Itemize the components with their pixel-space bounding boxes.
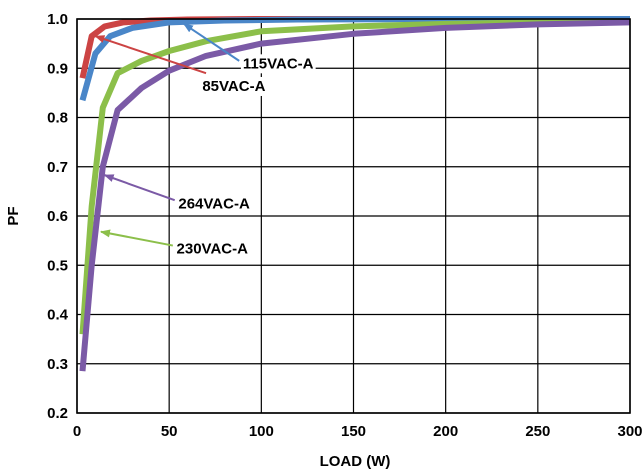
x-tick-label: 100: [249, 423, 274, 440]
y-tick-label: 0.3: [47, 356, 68, 373]
annotation-label: 264VAC-A: [178, 196, 250, 213]
x-tick-label: 250: [525, 423, 550, 440]
x-tick-label: 200: [433, 423, 458, 440]
annotation-arrow: [94, 35, 207, 75]
annotation-arrow: [183, 23, 240, 62]
annotation-label-bg: [200, 76, 268, 96]
x-axis-ticks: 0 50 100 150 200 250 300: [73, 423, 643, 440]
annotation-layer: 115VAC-A 85VAC-A 264VAC-A 230VAC-A: [94, 23, 316, 259]
x-tick-label: 150: [341, 423, 366, 440]
annotation-arrow: [99, 229, 174, 247]
y-tick-label: 0.6: [47, 208, 68, 225]
x-tick-label: 50: [161, 423, 178, 440]
annotation-label-bg: [176, 194, 252, 214]
y-axis-title: PF: [5, 206, 22, 225]
series-layer: [79, 16, 631, 372]
y-tick-label: 0.9: [47, 60, 68, 77]
annotation-label-bg: [174, 239, 251, 259]
x-tick-label: 300: [617, 423, 642, 440]
annotation-arrow: [103, 174, 176, 202]
y-tick-label: 0.2: [47, 405, 68, 422]
plot-frame: [76, 18, 631, 414]
y-axis-ticks: 0.2 0.3 0.4 0.5 0.6 0.7 0.8 0.9 1.0: [47, 11, 69, 422]
y-tick-label: 0.7: [47, 159, 68, 176]
x-tick-label: 0: [73, 423, 81, 440]
annotation-label: 115VAC-A: [243, 55, 314, 72]
series-line-230vac-a: [79, 18, 631, 335]
annotation-label: 230VAC-A: [177, 241, 249, 258]
annotation-label-bg: [240, 54, 316, 74]
y-tick-label: 0.5: [47, 257, 68, 274]
x-axis-title: LOAD (W): [320, 453, 391, 470]
y-tick-label: 0.8: [47, 110, 68, 127]
annotation-label: 85VAC-A: [202, 78, 265, 95]
grid-layer: [76, 18, 631, 414]
y-tick-label: 0.4: [47, 307, 69, 324]
series-line-264vac-a: [79, 19, 631, 372]
y-tick-label: 1.0: [47, 11, 68, 28]
